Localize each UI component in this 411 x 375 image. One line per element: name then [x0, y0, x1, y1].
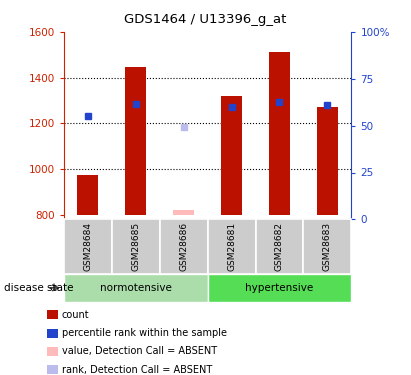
Text: GSM28684: GSM28684: [83, 222, 92, 271]
Bar: [256, 219, 303, 274]
Text: value, Detection Call = ABSENT: value, Detection Call = ABSENT: [62, 346, 217, 356]
Text: GSM28685: GSM28685: [131, 222, 140, 271]
Bar: [208, 274, 351, 302]
Text: GSM28683: GSM28683: [323, 222, 332, 271]
Text: GSM28686: GSM28686: [179, 222, 188, 271]
Bar: [112, 219, 159, 274]
Text: normotensive: normotensive: [100, 283, 171, 293]
Bar: [208, 219, 256, 274]
Text: disease state: disease state: [4, 283, 74, 293]
Text: GSM28682: GSM28682: [275, 222, 284, 271]
Text: hypertensive: hypertensive: [245, 283, 314, 293]
Bar: [125, 68, 146, 215]
Bar: [77, 175, 99, 215]
Text: percentile rank within the sample: percentile rank within the sample: [62, 328, 226, 338]
Text: rank, Detection Call = ABSENT: rank, Detection Call = ABSENT: [62, 364, 212, 375]
Text: GDS1464 / U13396_g_at: GDS1464 / U13396_g_at: [124, 13, 287, 26]
Text: count: count: [62, 310, 89, 320]
Bar: [64, 219, 112, 274]
Bar: [173, 210, 194, 215]
Bar: [303, 219, 351, 274]
Bar: [159, 219, 208, 274]
Text: GSM28681: GSM28681: [227, 222, 236, 271]
Bar: [316, 107, 338, 215]
Bar: [269, 53, 290, 215]
Bar: [64, 274, 208, 302]
Bar: [221, 96, 242, 215]
